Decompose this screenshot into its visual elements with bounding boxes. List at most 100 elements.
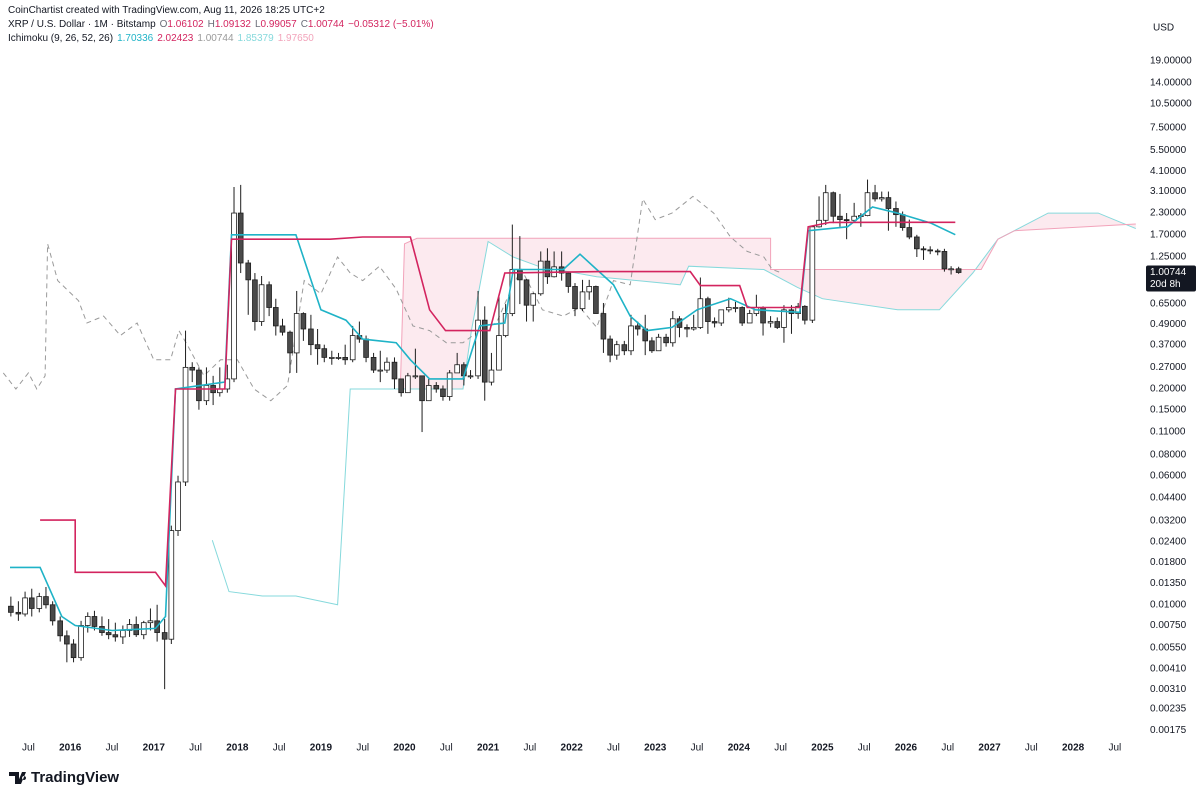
candle-body [203, 385, 210, 402]
currency: USD [1153, 23, 1174, 34]
candle-body [523, 279, 530, 306]
header: CoinChartist created with TradingView.co… [8, 4, 438, 46]
candle-body [767, 321, 774, 324]
ichimoku-line [2, 195, 781, 402]
indicator-value: 1.00744 [197, 33, 234, 44]
x-tick-label: 2016 [59, 743, 82, 754]
candle-body [878, 197, 885, 200]
x-tick-label: Jul [1109, 743, 1122, 754]
candle-body [697, 298, 704, 328]
candle-body [314, 344, 321, 350]
y-tick-label: 0.37000 [1150, 339, 1187, 350]
candle-body [175, 481, 181, 532]
candle-body [649, 340, 655, 352]
y-tick-label: 14.00000 [1150, 78, 1192, 89]
indicator-legend: Ichimoku (9, 26, 52, 26) 1.70336 2.02423 1.… [8, 32, 438, 46]
y-tick-label: 0.01000 [1150, 599, 1187, 610]
ohlc-value: 0.99057 [260, 19, 297, 30]
x-tick-label: 2021 [477, 743, 500, 754]
logo-text: TradingView [31, 769, 119, 786]
candle-body [425, 385, 432, 402]
candle-body [496, 335, 502, 371]
change: −0.05312 (−5.01%) [348, 19, 434, 30]
candle-body [684, 327, 690, 330]
countdown: 20d 8h [1150, 279, 1181, 290]
ichimoku-line [10, 206, 956, 632]
candle-body [739, 307, 745, 324]
candle-body [914, 236, 920, 250]
candle-body [182, 366, 189, 483]
candle-body [732, 307, 739, 309]
candle-body [43, 596, 49, 606]
candle-body [906, 227, 913, 238]
candle-body [15, 611, 22, 615]
candle-body [530, 293, 537, 306]
candle-body [718, 309, 725, 324]
y-tick-label: 0.27000 [1150, 362, 1187, 373]
ohlc-key: H [207, 19, 215, 30]
y-tick-label: 0.00550 [1150, 642, 1187, 653]
candle-body [488, 369, 495, 383]
x-tick-label: 2024 [728, 743, 751, 754]
candle-body [725, 307, 732, 311]
candle-body [189, 366, 196, 371]
candle-body [628, 325, 634, 352]
x-tick-label: Jul [607, 743, 620, 754]
y-tick-label: 0.08000 [1150, 450, 1187, 461]
candle-body [872, 192, 878, 200]
candle-body [328, 357, 335, 359]
candle-body [237, 212, 244, 264]
candle-body [398, 378, 404, 394]
candle-body [822, 192, 829, 221]
symbol-legend: XRP / U.S. Dollar · 1M · Bitstamp O1.0610… [8, 18, 438, 32]
candle-body [36, 596, 43, 609]
ohlc-value: 1.06102 [167, 19, 204, 30]
candle-body [899, 214, 906, 228]
credit: CoinChartist created with TradingView.co… [8, 5, 325, 16]
x-tick-label: Jul [22, 743, 35, 754]
candle-body [537, 260, 544, 295]
candle-body [258, 284, 265, 322]
x-tick-label: 2022 [561, 743, 584, 754]
y-tick-label: 2.30000 [1150, 208, 1187, 219]
x-tick-label: Jul [1025, 743, 1038, 754]
y-tick-label: 5.50000 [1150, 145, 1187, 156]
x-tick-label: 2018 [226, 743, 249, 754]
candle-body [8, 605, 14, 613]
candle-body [342, 357, 348, 361]
candle-body [293, 313, 300, 354]
y-tick-label: 0.04400 [1150, 493, 1187, 504]
y-tick-label: 3.10000 [1150, 186, 1187, 197]
y-tick-label: 0.20000 [1150, 384, 1187, 395]
candle-body [147, 620, 154, 624]
ohlc-key: L [254, 19, 261, 30]
candle-body [655, 336, 662, 352]
x-tick-label: 2025 [811, 743, 834, 754]
candle-body [746, 313, 753, 324]
candle-body [405, 375, 411, 394]
candle-body [335, 357, 342, 359]
candle-body [245, 262, 252, 281]
x-tick-label: 2019 [310, 743, 333, 754]
x-tick-label: Jul [356, 743, 369, 754]
candle-body [321, 348, 328, 358]
x-tick-label: Jul [440, 743, 453, 754]
candle-body [830, 192, 837, 217]
y-tick-label: 1.25000 [1150, 252, 1187, 263]
candle-body [467, 375, 474, 378]
candle-body [308, 328, 314, 346]
candle-body [802, 305, 808, 321]
x-tick-label: 2017 [143, 743, 166, 754]
price-badge [1146, 265, 1196, 292]
candle-body [613, 344, 620, 356]
x-tick-label: Jul [941, 743, 954, 754]
candle-body [57, 620, 63, 637]
indicator-value: 1.70336 [117, 33, 154, 44]
ichimoku-line [399, 223, 1136, 390]
candle-body [837, 215, 843, 221]
y-tick-label: 0.06000 [1150, 470, 1187, 481]
candle-body [252, 279, 258, 322]
candle-body [572, 286, 578, 310]
candle-body [273, 307, 279, 327]
